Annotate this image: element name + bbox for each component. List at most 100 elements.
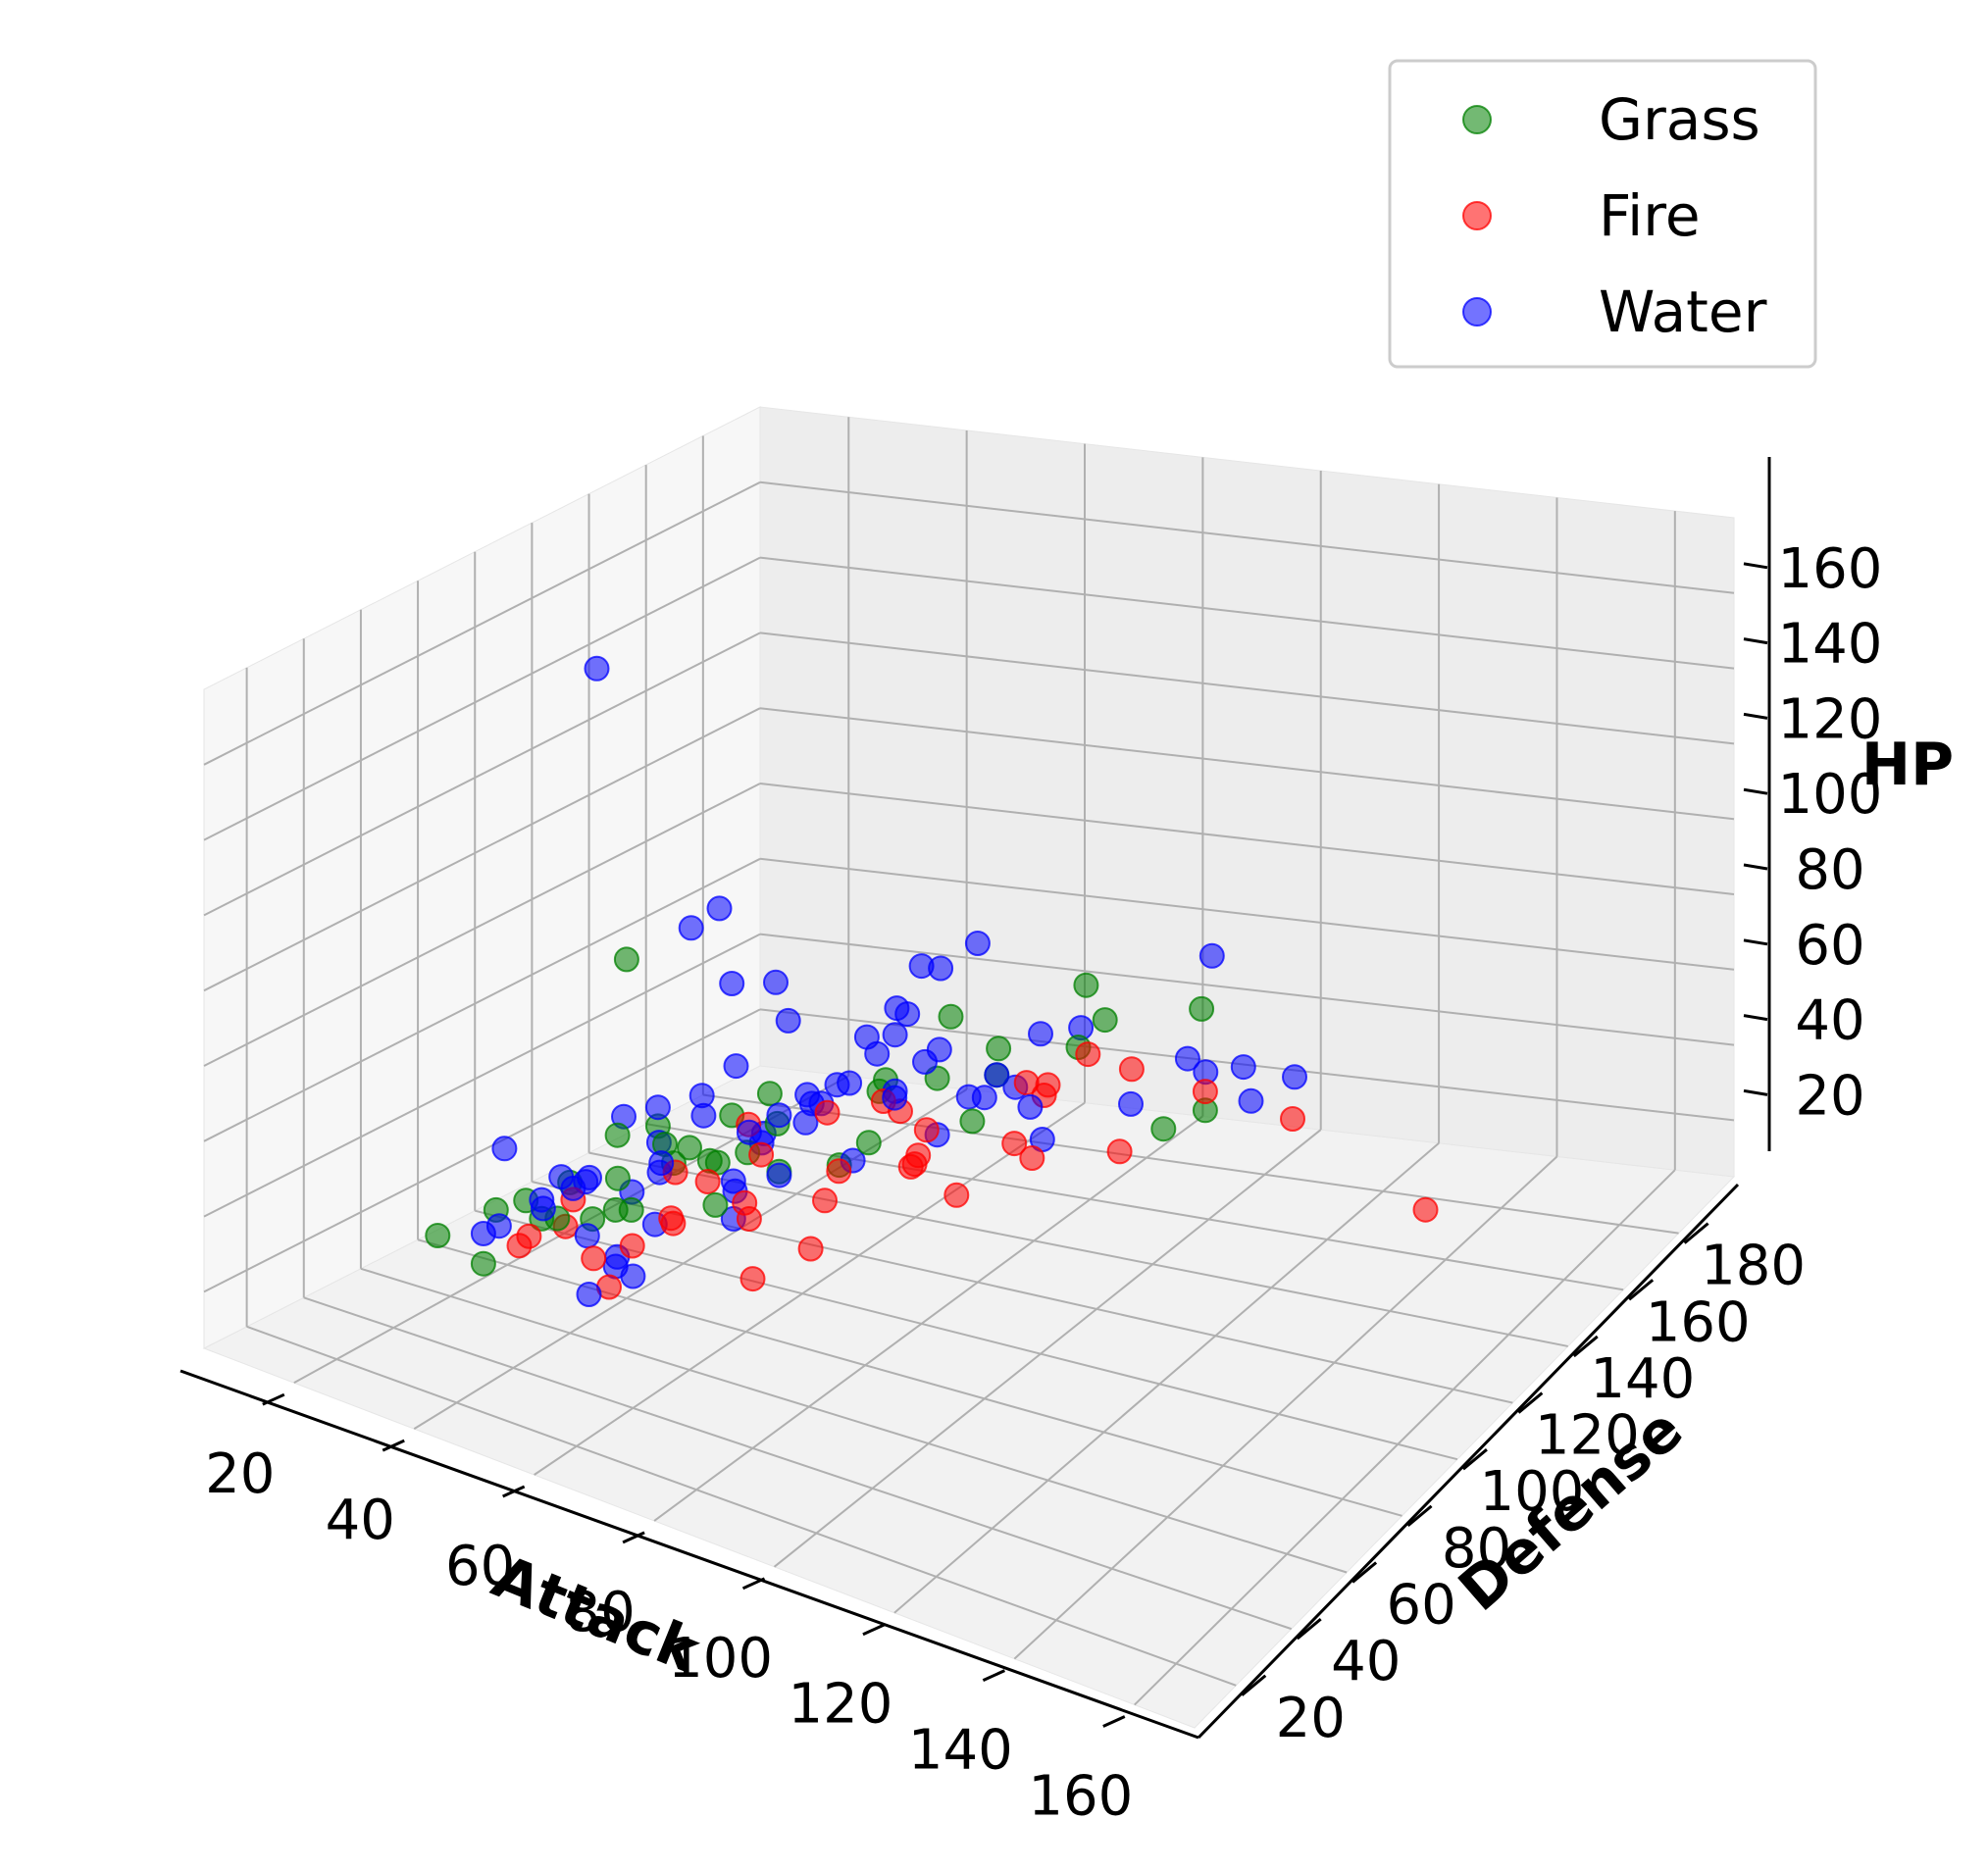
- data-point-water: [964, 931, 991, 956]
- x-grid-line: [1134, 1169, 1676, 1706]
- data-point-fire: [658, 1205, 685, 1232]
- x-tick-label: 40: [326, 1489, 395, 1552]
- data-point-fire: [694, 1169, 721, 1194]
- legend-frame: [1388, 59, 1817, 369]
- data-point-fire: [1075, 1041, 1101, 1068]
- x-tick-mark: [741, 1577, 766, 1591]
- x-tick-mark: [382, 1439, 405, 1452]
- z-tick-label: 20: [1795, 1064, 1864, 1128]
- data-point-water: [560, 1175, 586, 1201]
- data-point-grass: [677, 1135, 702, 1161]
- x-grid-line: [653, 1115, 1203, 1522]
- legend-marker-fire: [1462, 201, 1492, 230]
- data-point-water: [706, 895, 733, 922]
- data-point-water: [1017, 1093, 1044, 1120]
- y-tick-label: 60: [1386, 1573, 1455, 1637]
- y-tick-label: 180: [1701, 1235, 1806, 1298]
- z-grid-line: [203, 480, 761, 766]
- z-tick-label: 160: [1778, 537, 1883, 601]
- data-point-water: [491, 1136, 518, 1162]
- data-point-water: [1238, 1087, 1264, 1114]
- y-tick-label: 40: [1331, 1630, 1401, 1693]
- z-tick-label: 140: [1778, 613, 1883, 677]
- z-grid-line: [203, 707, 761, 992]
- x-tick-mark: [262, 1392, 285, 1406]
- y-grid-line: [532, 1181, 1513, 1404]
- z-grid-line: [759, 933, 1735, 1046]
- z-grid-line: [759, 707, 1735, 821]
- y-tick-label: 100: [1480, 1460, 1585, 1524]
- data-point-water: [884, 995, 910, 1022]
- data-point-water: [882, 1022, 908, 1048]
- z-tick-label: 100: [1778, 763, 1883, 827]
- data-point-grass: [1073, 972, 1099, 998]
- y-grid-line: [246, 1325, 1237, 1687]
- data-points: [425, 655, 1439, 1307]
- z-tick-mark: [1743, 562, 1768, 570]
- data-point-fire: [1412, 1196, 1439, 1223]
- y-tick-label: 80: [1442, 1517, 1511, 1581]
- data-point-fire: [1001, 1131, 1028, 1157]
- data-point-water: [644, 1094, 671, 1121]
- x-axis-line: [179, 1369, 1199, 1740]
- z-tick-mark: [1743, 712, 1768, 720]
- x-tick-label: 160: [1028, 1765, 1133, 1829]
- y-tick-label: 160: [1646, 1290, 1751, 1354]
- x-tick-label: 120: [788, 1673, 892, 1737]
- data-point-fire: [1192, 1079, 1218, 1105]
- data-point-water: [775, 1007, 801, 1034]
- z-grid-line: [203, 632, 761, 917]
- data-point-water: [794, 1082, 821, 1108]
- legend: Grass Fire Water: [1388, 59, 1817, 369]
- data-point-grass: [618, 1196, 644, 1223]
- data-point-water: [576, 1282, 602, 1307]
- data-point-grass: [604, 1122, 631, 1148]
- y-tick-mark: [1572, 1335, 1599, 1358]
- data-point-grass: [604, 1165, 631, 1191]
- data-point-water: [584, 655, 610, 682]
- data-point-water: [678, 915, 704, 941]
- z-grid-line: [203, 556, 761, 841]
- x-tick-mark: [982, 1669, 1005, 1683]
- z-tick-label: 40: [1795, 989, 1864, 1053]
- y-tick-label: 140: [1590, 1347, 1695, 1411]
- data-point-water: [984, 1062, 1010, 1088]
- x-axis-title: Attack: [483, 1542, 710, 1688]
- data-point-water: [1198, 942, 1225, 969]
- z-grid-line: [203, 933, 761, 1218]
- data-point-water: [574, 1223, 600, 1249]
- data-point-water: [620, 1263, 646, 1289]
- data-point-grass: [986, 1036, 1012, 1062]
- data-point-fire: [516, 1223, 542, 1249]
- axis-lines: [179, 457, 1771, 1740]
- data-point-fire: [739, 1266, 766, 1292]
- data-point-fire: [1280, 1106, 1305, 1132]
- data-point-water: [1230, 1054, 1256, 1081]
- data-point-water: [690, 1102, 717, 1129]
- y-grid-line: [360, 1267, 1348, 1574]
- y-tick-mark: [1241, 1674, 1267, 1696]
- data-point-water: [912, 1048, 938, 1075]
- x-grid-line: [534, 1101, 1086, 1476]
- legend-marker-water: [1462, 297, 1492, 327]
- data-point-water: [1028, 1021, 1053, 1047]
- y-grid-line: [702, 1093, 1679, 1235]
- data-point-fire: [797, 1236, 824, 1262]
- z-grid-line: [203, 783, 761, 1067]
- data-point-water: [530, 1195, 556, 1222]
- data-point-fire: [748, 1141, 775, 1168]
- data-point-grass: [855, 1130, 882, 1156]
- z-grid-line: [759, 857, 1735, 971]
- data-point-water: [763, 969, 789, 995]
- data-point-water: [485, 1213, 512, 1239]
- z-tick-mark: [1743, 938, 1768, 946]
- data-point-water: [824, 1072, 850, 1098]
- y-grid-line: [588, 1151, 1568, 1347]
- data-point-grass: [470, 1250, 496, 1277]
- y-tick-label: 120: [1535, 1404, 1640, 1468]
- z-grid-line: [203, 857, 761, 1142]
- data-point-water: [648, 1150, 675, 1177]
- data-point-grass: [1092, 1007, 1118, 1034]
- z-tick-mark: [1743, 1088, 1768, 1096]
- x-tick-label: 140: [908, 1719, 1013, 1783]
